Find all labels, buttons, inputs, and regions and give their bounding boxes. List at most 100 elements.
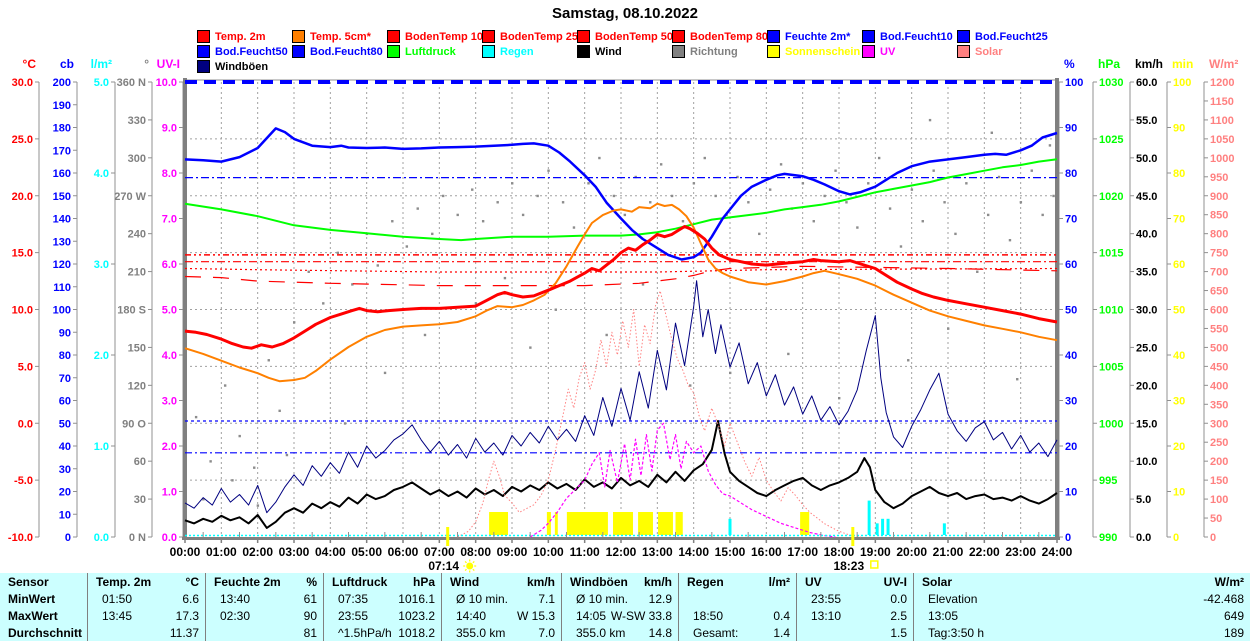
sensor-summary-table: Sensor Temp. 2m °C Feuchte 2m% Luftdruck hPa W…	[0, 573, 1250, 641]
svg-text:210: 210	[128, 267, 146, 279]
svg-text:1000: 1000	[1099, 418, 1123, 430]
svg-text:90: 90	[59, 327, 71, 339]
table-row-header: MinWert	[0, 590, 88, 607]
table-cell-uv: UV UV-I	[797, 573, 914, 590]
legend-item-uv: UV	[862, 45, 895, 58]
svg-text:200: 200	[1210, 456, 1228, 468]
legend-label: BodenTemp 80	[690, 30, 769, 43]
svg-text:550: 550	[1210, 323, 1228, 335]
svg-text:6.0: 6.0	[162, 259, 177, 271]
svg-text:05:00: 05:00	[351, 545, 382, 559]
svg-text:150: 150	[1210, 475, 1228, 487]
svg-text:08:00: 08:00	[460, 545, 491, 559]
legend-label: Bod.Feucht25	[975, 30, 1048, 43]
series-feuchte-2m	[184, 127, 1058, 261]
svg-text:1025: 1025	[1099, 134, 1123, 146]
svg-text:100: 100	[1210, 494, 1228, 506]
axis-C: °C 30.0 25.0 20.0 15.0 10.0 5.0 0.0 -5.0 -10.0	[8, 57, 40, 544]
svg-text:20: 20	[1173, 441, 1185, 453]
legend-label: Regen	[500, 45, 534, 58]
table-cell-regen	[679, 590, 797, 607]
svg-text:60: 60	[59, 396, 71, 408]
legend-item-solar: Solar	[957, 45, 1003, 58]
legend-label: Temp. 5cm*	[310, 30, 371, 43]
svg-text:200: 200	[53, 77, 71, 89]
legend-item-bod-feucht50: Bod.Feucht50	[197, 45, 288, 58]
legend-label: Bod.Feucht50	[215, 45, 288, 58]
svg-text:120: 120	[53, 259, 71, 271]
svg-text:300: 300	[128, 153, 146, 165]
svg-text:500: 500	[1210, 342, 1228, 354]
svg-text:100: 100	[1065, 77, 1083, 89]
table-row-header: Sensor	[0, 573, 88, 590]
svg-text:1015: 1015	[1099, 248, 1123, 260]
svg-text:12:00: 12:00	[606, 545, 637, 559]
svg-text:80: 80	[59, 350, 71, 362]
table-cell-temp-2m: 01:50 6.6	[88, 590, 206, 607]
legend-label: UV	[880, 45, 896, 58]
legend-item-sonnenschein: Sonnenschein	[767, 45, 860, 58]
svg-text:0.0: 0.0	[18, 418, 33, 430]
svg-text:1020: 1020	[1099, 191, 1123, 203]
table-cell-windb-en: Windböen km/h	[562, 573, 679, 590]
table-cell-regen: 18:50 0.4	[679, 607, 797, 624]
svg-text:190: 190	[53, 100, 71, 112]
legend-item-luftdruck: Luftdruck	[387, 45, 456, 58]
svg-text:60: 60	[134, 456, 146, 468]
svg-text:350: 350	[1210, 399, 1228, 411]
table-cell-uv: 1.5	[797, 624, 914, 641]
legend-item-temp-5cm-: Temp. 5cm*	[292, 30, 371, 43]
svg-text:300: 300	[1210, 418, 1228, 430]
svg-text:0: 0	[1210, 532, 1216, 544]
table-row-header: Durchschnitt	[0, 624, 88, 641]
table-cell-luftdruck: 23:55 1023.2	[324, 607, 442, 624]
legend-swatch	[197, 30, 210, 43]
legend-swatch	[672, 30, 685, 43]
svg-text:20.0: 20.0	[12, 191, 33, 203]
legend-label: BodenTemp 50	[595, 30, 674, 43]
table-cell-windb-en: 355.0 km 14.8	[562, 624, 679, 641]
legend-swatch	[292, 45, 305, 58]
svg-text:cb: cb	[60, 57, 74, 71]
page-title: Samstag, 08.10.2022	[552, 5, 698, 22]
legend-swatch	[197, 60, 210, 73]
svg-text:55.0: 55.0	[1136, 115, 1157, 127]
axis-uvi: UV-I 10.0 9.0 8.0 7.0 6.0 5.0 4.0 3.0 2.0 1.0 0.0	[156, 57, 184, 544]
svg-text:15:00: 15:00	[715, 545, 746, 559]
table-cell-feuchte-2m: 02:30 90	[206, 607, 324, 624]
legend-swatch	[577, 30, 590, 43]
series-temp-5cm	[184, 202, 1058, 383]
svg-text:60.0: 60.0	[1136, 77, 1157, 89]
svg-text:14:00: 14:00	[678, 545, 709, 559]
table-cell-solar: 13:05 649	[928, 608, 1244, 623]
svg-text:600: 600	[1210, 305, 1228, 317]
legend-swatch	[292, 30, 305, 43]
svg-text:30.0: 30.0	[12, 77, 33, 89]
svg-text:23:00: 23:00	[1005, 545, 1036, 559]
svg-text:1200: 1200	[1210, 77, 1234, 89]
svg-text:10.0: 10.0	[12, 305, 33, 317]
legend-item-bod-feucht10: Bod.Feucht10	[862, 30, 953, 43]
svg-text:60: 60	[1173, 259, 1185, 271]
series-luftdruck	[184, 158, 1058, 242]
legend-label: Windböen	[215, 60, 269, 73]
svg-text:19:00: 19:00	[860, 545, 891, 559]
svg-text:90: 90	[1173, 123, 1185, 135]
svg-text:0: 0	[1065, 532, 1071, 544]
svg-text:10.0: 10.0	[156, 77, 177, 89]
svg-text:990: 990	[1099, 532, 1117, 544]
svg-text:1030: 1030	[1099, 77, 1123, 89]
svg-text:10.0: 10.0	[1136, 456, 1157, 468]
legend-label: Luftdruck	[405, 45, 456, 58]
legend-item-richtung: Richtung	[672, 45, 738, 58]
svg-text:50: 50	[1210, 513, 1222, 525]
svg-text:9.0: 9.0	[162, 123, 177, 135]
legend-label: BodenTemp 10	[405, 30, 484, 43]
svg-text:40.0: 40.0	[1136, 229, 1157, 241]
svg-text:0.0: 0.0	[94, 532, 109, 544]
legend-swatch	[482, 30, 495, 43]
table-cell-luftdruck: 07:35 1016.1	[324, 590, 442, 607]
svg-text:-5.0: -5.0	[14, 475, 33, 487]
table-cell-feuchte-2m: Feuchte 2m%	[206, 573, 324, 590]
svg-text:07:00: 07:00	[424, 545, 455, 559]
